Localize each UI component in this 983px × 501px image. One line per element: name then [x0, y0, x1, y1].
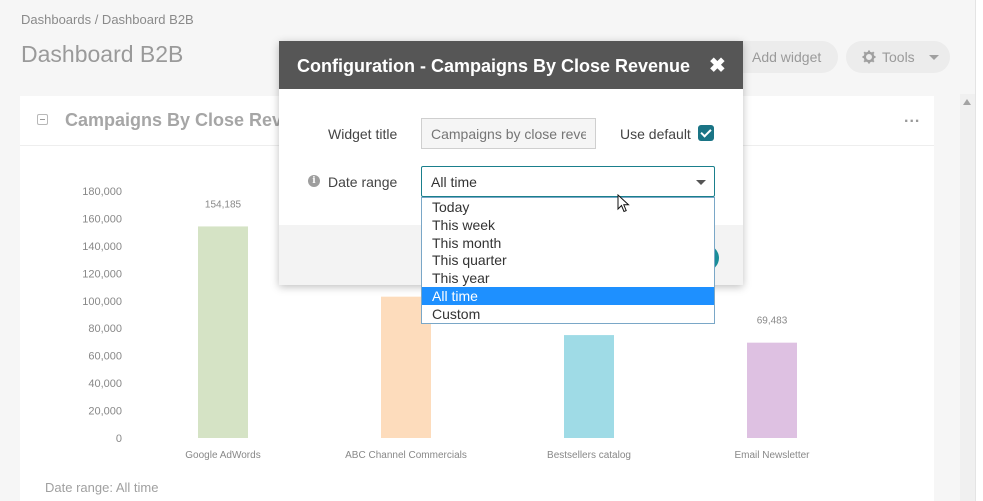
- bar[interactable]: [198, 226, 248, 438]
- use-default-checkbox[interactable]: [698, 125, 714, 141]
- option-this-week[interactable]: This week: [432, 217, 496, 233]
- y-tick-label: 20,000: [88, 406, 122, 418]
- page-edge: [975, 0, 983, 501]
- tools-label: Tools: [882, 49, 915, 65]
- tools-button[interactable]: Tools: [846, 41, 950, 73]
- y-tick-label: 40,000: [88, 378, 122, 390]
- x-tick-label: Email Newsletter: [734, 450, 810, 461]
- bar[interactable]: [564, 335, 614, 438]
- page-title: Dashboard B2B: [21, 41, 184, 67]
- widget-title: Campaigns By Close Rev: [65, 110, 283, 130]
- use-default-label: Use default: [620, 126, 691, 142]
- modal-title: Configuration - Campaigns By Close Reven…: [297, 56, 691, 76]
- chevron-down-icon: [928, 54, 939, 60]
- data-label: 154,185: [205, 199, 242, 210]
- option-all-time[interactable]: All time: [422, 287, 714, 305]
- widget-title-input[interactable]: [421, 118, 596, 149]
- scroll-up-icon[interactable]: [963, 99, 971, 105]
- date-range-dropdown: Today This week This month This quarter …: [421, 197, 715, 324]
- y-tick-label: 100,000: [82, 296, 122, 308]
- widget-title-label: Widget title: [328, 126, 398, 142]
- y-tick-label: 60,000: [88, 351, 122, 363]
- y-tick-label: 180,000: [82, 186, 122, 198]
- gear-icon: [862, 50, 876, 64]
- widget-menu-icon[interactable]: ...: [904, 109, 921, 126]
- option-today[interactable]: Today: [432, 199, 470, 215]
- y-tick-label: 140,000: [82, 241, 122, 253]
- option-this-year[interactable]: This year: [432, 270, 490, 286]
- y-tick-label: 0: [116, 433, 122, 445]
- option-custom[interactable]: Custom: [432, 306, 481, 322]
- data-label: 69,483: [757, 316, 788, 327]
- info-icon: i: [308, 175, 320, 187]
- option-this-month[interactable]: This month: [432, 235, 502, 251]
- scrollbar[interactable]: [960, 94, 975, 501]
- y-tick-label: 160,000: [82, 213, 122, 225]
- bar[interactable]: [747, 342, 797, 438]
- mouse-cursor-icon: [617, 194, 630, 213]
- modal-header: Configuration - Campaigns By Close Reven…: [279, 41, 743, 89]
- y-tick-label: 80,000: [88, 323, 122, 335]
- add-widget-label: Add widget: [752, 49, 822, 65]
- x-tick-label: ABC Channel Commercials: [345, 450, 467, 461]
- date-range-select[interactable]: All time: [421, 166, 715, 197]
- breadcrumb[interactable]: Dashboards / Dashboard B2B: [21, 12, 194, 27]
- x-tick-label: Bestsellers catalog: [547, 450, 631, 461]
- x-tick-label: Google AdWords: [185, 450, 260, 461]
- chevron-down-icon: [696, 180, 706, 185]
- option-this-quarter[interactable]: This quarter: [432, 252, 507, 268]
- collapse-icon[interactable]: [37, 114, 48, 125]
- widget-footnote: Date range: All time: [45, 480, 159, 495]
- date-range-value: All time: [431, 174, 477, 190]
- date-range-label: Date range: [328, 174, 398, 190]
- y-tick-label: 120,000: [82, 268, 122, 280]
- close-icon[interactable]: ✖: [709, 55, 726, 77]
